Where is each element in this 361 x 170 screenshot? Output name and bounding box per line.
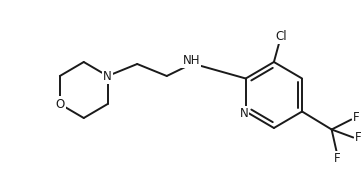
Text: N: N: [239, 107, 248, 120]
Text: NH: NH: [183, 54, 200, 66]
Text: N: N: [103, 70, 112, 82]
Text: Cl: Cl: [275, 30, 287, 42]
Text: F: F: [334, 152, 341, 165]
Text: O: O: [55, 98, 65, 111]
Text: F: F: [353, 111, 360, 124]
Text: F: F: [355, 131, 361, 144]
